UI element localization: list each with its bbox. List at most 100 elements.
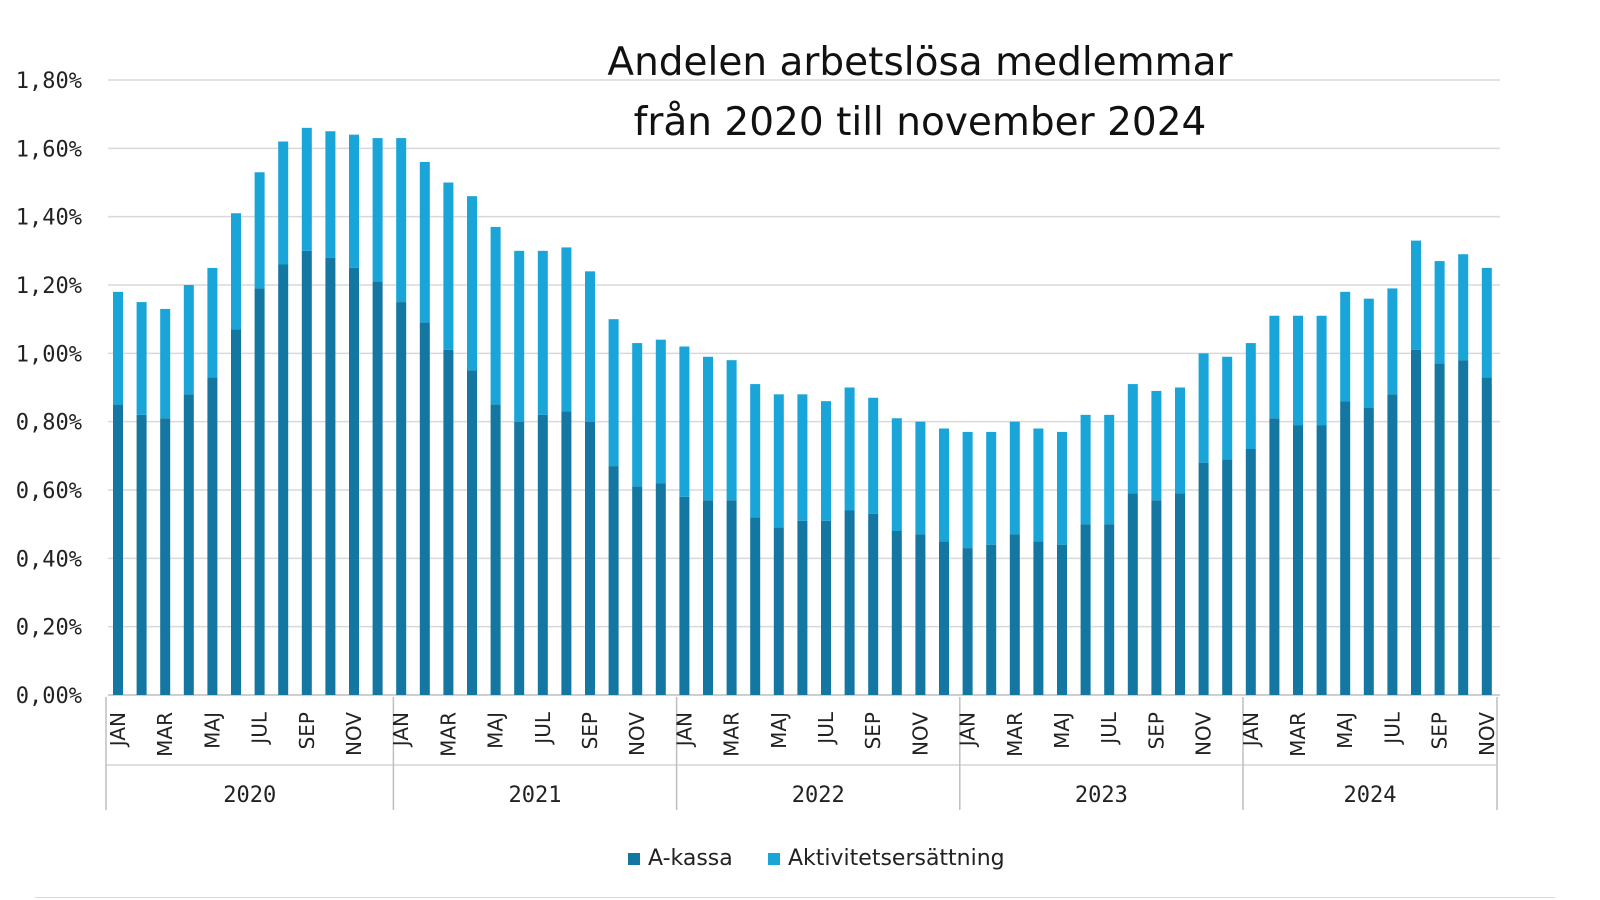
bar-akassa	[113, 404, 123, 695]
bar-aktivitetsersattning	[1269, 315, 1280, 419]
legend-label-akassa: A-kassa	[648, 846, 733, 871]
bar-akassa	[1411, 349, 1421, 695]
bar-akassa	[1080, 524, 1091, 695]
y-tick-label: 1,80%	[16, 69, 82, 94]
bar-akassa	[1316, 425, 1327, 695]
y-tick-label: 1,00%	[16, 342, 82, 367]
bar-akassa	[1057, 544, 1067, 695]
bar-aktivitetsersattning	[349, 134, 359, 268]
bar-akassa	[915, 534, 926, 695]
bar-aktivitetsersattning	[1245, 343, 1256, 449]
x-tick-label: MAJ	[484, 712, 508, 749]
bar-aktivitetsersattning	[703, 356, 713, 501]
bar-aktivitetsersattning	[1411, 240, 1421, 350]
x-tick-label: JUL	[814, 711, 838, 746]
y-tick-label: 1,20%	[16, 274, 82, 299]
bar-akassa	[396, 302, 407, 695]
bar-aktivitetsersattning	[1057, 431, 1067, 545]
bar-aktivitetsersattning	[1316, 315, 1327, 426]
legend-swatch-aktivitetsersattning	[768, 852, 780, 865]
bar-aktivitetsersattning	[750, 384, 761, 518]
bar-aktivitetsersattning	[797, 394, 808, 521]
bar-akassa	[349, 267, 359, 695]
bar-akassa	[750, 517, 761, 695]
bar-akassa	[254, 288, 265, 695]
bar-akassa	[136, 414, 147, 695]
bar-akassa	[183, 394, 194, 695]
bar-aktivitetsersattning	[1127, 384, 1138, 494]
bar-aktivitetsersattning	[1080, 414, 1091, 525]
y-tick-label: 0,80%	[16, 411, 82, 436]
bar-aktivitetsersattning	[537, 250, 548, 415]
bar-aktivitetsersattning	[467, 196, 477, 371]
bar-aktivitetsersattning	[372, 138, 383, 282]
bar-aktivitetsersattning	[915, 421, 926, 535]
x-tick-label: NOV	[342, 712, 366, 756]
bar-aktivitetsersattning	[821, 401, 831, 521]
x-tick-label: JUL	[248, 711, 272, 746]
bar-aktivitetsersattning	[1104, 414, 1115, 525]
bar-akassa	[773, 527, 784, 695]
bar-akassa	[585, 421, 595, 695]
x-tick-label: MAR	[1003, 712, 1027, 757]
x-tick-label: JAN	[672, 712, 696, 748]
bar-akassa	[844, 510, 855, 695]
x-tick-label: SEP	[1428, 712, 1452, 749]
x-tick-label: MAJ	[767, 712, 791, 749]
x-tick-label: MAJ	[1333, 712, 1357, 749]
year-label: 2023	[1075, 783, 1128, 808]
bar-akassa	[1151, 500, 1162, 695]
bar-aktivitetsersattning	[1340, 291, 1351, 402]
x-tick-label: MAR	[153, 712, 177, 757]
bar-akassa	[726, 500, 737, 695]
bar-akassa	[868, 513, 879, 695]
chart-title-line-2: från 2020 till november 2024	[633, 100, 1207, 145]
x-tick-label: JAN	[106, 712, 130, 748]
bar-aktivitetsersattning	[160, 308, 171, 419]
bar-aktivitetsersattning	[254, 172, 265, 289]
bar-akassa	[1481, 377, 1492, 695]
x-tick-label: JAN	[1239, 712, 1263, 748]
bar-aktivitetsersattning	[986, 431, 997, 545]
bar-aktivitetsersattning	[632, 343, 643, 487]
bar-akassa	[1198, 462, 1209, 695]
bar-aktivitetsersattning	[891, 418, 902, 531]
bar-aktivitetsersattning	[773, 394, 784, 528]
bar-akassa	[278, 264, 289, 695]
bar-akassa	[1104, 524, 1115, 695]
bar-aktivitetsersattning	[844, 387, 855, 511]
bar-aktivitetsersattning	[1458, 254, 1469, 361]
bar-aktivitetsersattning	[207, 267, 218, 378]
bottom-divider	[35, 897, 1555, 898]
x-tick-label: JUL	[1380, 711, 1404, 746]
bar-akassa	[514, 421, 525, 695]
bar-akassa	[1387, 394, 1398, 695]
y-tick-label: 0,20%	[16, 616, 82, 641]
y-tick-label: 0,00%	[16, 684, 82, 709]
x-tick-label: NOV	[625, 712, 649, 756]
bar-aktivitetsersattning	[1293, 315, 1303, 426]
bar-akassa	[372, 281, 383, 695]
bar-akassa	[443, 349, 454, 695]
bar-aktivitetsersattning	[1387, 288, 1398, 395]
bar-aktivitetsersattning	[136, 302, 147, 415]
bar-akassa	[632, 486, 643, 695]
x-tick-label: JUL	[1097, 711, 1121, 746]
bar-akassa	[1245, 449, 1256, 695]
bar-aktivitetsersattning	[1175, 387, 1185, 494]
bar-aktivitetsersattning	[490, 226, 501, 405]
bar-aktivitetsersattning	[419, 162, 430, 323]
bar-aktivitetsersattning	[514, 250, 525, 422]
bar-akassa	[160, 418, 171, 695]
bar-akassa	[301, 250, 312, 696]
bar-akassa	[1033, 541, 1044, 695]
bar-aktivitetsersattning	[1222, 356, 1233, 460]
bar-aktivitetsersattning	[585, 271, 595, 422]
bar-aktivitetsersattning	[1033, 428, 1044, 542]
bar-aktivitetsersattning	[1009, 421, 1020, 535]
bar-aktivitetsersattning	[1363, 298, 1374, 408]
bar-akassa	[703, 500, 713, 695]
bar-akassa	[1175, 493, 1185, 695]
year-label: 2021	[509, 783, 562, 808]
